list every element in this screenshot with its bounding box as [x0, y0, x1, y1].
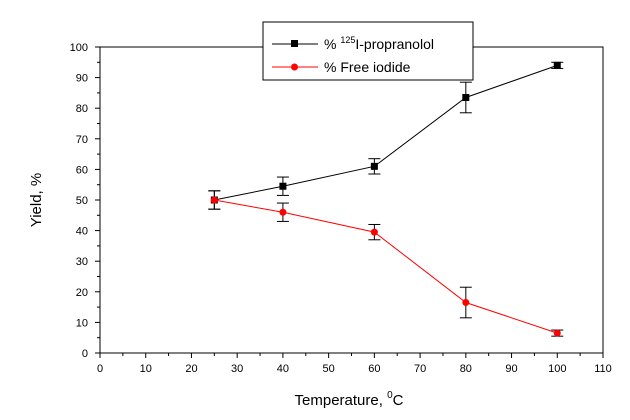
legend-label-series-1: % Free iodide [324, 59, 411, 75]
y-tick-label: 80 [76, 103, 88, 115]
series-layer [208, 61, 564, 337]
x-tick-label: 30 [231, 363, 243, 375]
y-tick-label: 90 [76, 73, 88, 85]
y-tick-label: 60 [76, 164, 88, 176]
y-tick-label: 30 [76, 256, 88, 268]
data-point [279, 182, 287, 190]
x-axis-title: Temperature, 0C [295, 390, 404, 409]
legend-marker-series-1 [291, 63, 298, 71]
legend-marker-series-0 [291, 40, 298, 47]
series-0 [208, 61, 564, 210]
y-tick-label: 20 [76, 287, 88, 299]
x-tick-label: 50 [323, 363, 335, 375]
data-point [553, 329, 561, 337]
x-tick-label: 110 [594, 363, 612, 375]
x-tick-label: 0 [97, 363, 103, 375]
x-tick-label: 10 [140, 363, 152, 375]
x-tick-label: 20 [185, 363, 197, 375]
series-line-1 [214, 199, 558, 334]
data-point [462, 93, 470, 101]
data-point [370, 162, 378, 170]
series-line-0 [214, 64, 558, 201]
x-tick-label: 40 [277, 363, 289, 375]
y-axis-title: Yield, % [28, 173, 45, 227]
data-point [370, 228, 378, 236]
data-point [210, 196, 218, 204]
series-1 [208, 190, 564, 337]
y-tick-label: 0 [82, 348, 88, 360]
data-point [279, 208, 287, 216]
y-tick-label: 100 [70, 42, 88, 54]
legend-box [262, 21, 474, 81]
x-tick-label: 100 [548, 363, 566, 375]
x-tick-label: 90 [505, 363, 517, 375]
y-tick-label: 70 [76, 134, 88, 146]
y-tick-label: 40 [76, 226, 88, 238]
y-tick-label: 50 [76, 195, 88, 207]
legend-label-series-0: % 125I-propranolol [324, 35, 434, 52]
axes: 0 10 20 30 40 50 60 70 80 90 100 110 0 10 20 30 40 50 60 70… [70, 42, 612, 375]
y-tick-label: 10 [76, 317, 88, 329]
x-tick-label: 60 [368, 363, 380, 375]
plot-frame [99, 46, 604, 354]
data-point [553, 61, 561, 69]
x-tick-label: 80 [460, 363, 472, 375]
x-tick-label: 70 [414, 363, 426, 375]
legend: % 125I-propranolol % Free iodide [262, 21, 474, 81]
data-point [462, 299, 470, 307]
